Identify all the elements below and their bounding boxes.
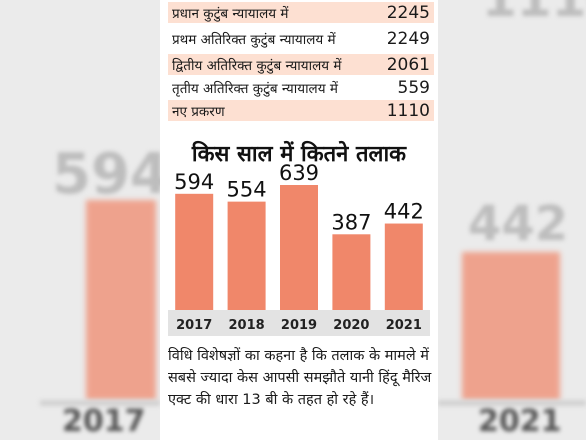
data-label-2021: 442 <box>384 200 424 224</box>
stat-label: प्रधान कुटुंब न्यायालय में <box>172 5 289 22</box>
background-bar-right <box>462 252 560 400</box>
background-left: 594 2017 <box>0 0 160 440</box>
x-tick-2021: 2021 <box>386 318 422 333</box>
background-year-right: 2021 <box>478 404 562 439</box>
stat-value: 2249 <box>386 28 430 49</box>
chart-title: किस साल में कितने तलाक <box>191 142 407 167</box>
background-number-right: 442 <box>468 196 569 252</box>
x-tick-2020: 2020 <box>333 318 369 333</box>
background-number-top-right: 1110 <box>482 0 586 28</box>
x-tick-2019: 2019 <box>281 318 317 333</box>
stat-label: प्रथम अतिरिक्त कुटुंब न्यायालय में <box>172 31 336 48</box>
stat-row: प्रधान कुटुंब न्यायालय में 2245 <box>168 2 434 23</box>
bar-2017 <box>175 193 214 310</box>
data-label-2020: 387 <box>331 210 371 234</box>
bar-2019 <box>280 185 318 310</box>
note-paragraph: विधि विशेषज्ञों का कहना है कि तलाक के मा… <box>168 348 432 408</box>
bar-chart: 594 2017 554 2018 639 2019 387 2020 442 2021 <box>168 161 430 336</box>
data-label-2018: 554 <box>227 178 267 202</box>
bar-2018 <box>227 201 266 310</box>
stat-label: तृतीय अतिरिक्त कुटुंब न्यायालय में <box>172 80 338 97</box>
background-year-left: 2017 <box>62 404 146 439</box>
stat-label: द्वितीय अतिरिक्त कुटुंब न्यायालय में <box>172 57 342 74</box>
bar-2021 <box>384 223 423 310</box>
background-right: 1110 442 2021 <box>438 0 586 440</box>
stat-label: नए प्रकरण <box>172 103 225 120</box>
stat-row: तृतीय अतिरिक्त कुटुंब न्यायालय में 559 <box>168 77 434 98</box>
x-axis-band <box>168 310 430 336</box>
stat-value: 2245 <box>386 2 430 23</box>
infographic-card: प्रधान कुटुंब न्यायालय में 2245 प्रथम अत… <box>160 0 438 440</box>
stat-row: नए प्रकरण 1110 <box>168 100 434 121</box>
stat-value: 1110 <box>386 100 430 121</box>
x-tick-2018: 2018 <box>229 318 265 333</box>
background-axis-left <box>40 400 160 406</box>
bar-2020 <box>332 234 371 310</box>
stat-row: प्रथम अतिरिक्त कुटुंब न्यायालय में 2249 <box>168 28 434 49</box>
data-label-2019: 639 <box>279 161 319 185</box>
background-number-left: 594 <box>52 142 160 207</box>
stat-value: 559 <box>397 77 430 98</box>
stat-row: द्वितीय अतिरिक्त कुटुंब न्यायालय में 206… <box>168 54 434 75</box>
background-bar-left <box>86 200 156 400</box>
background-axis-right <box>438 400 586 406</box>
data-label-2017: 594 <box>174 170 214 194</box>
stat-value: 2061 <box>386 54 430 75</box>
x-tick-2017: 2017 <box>176 318 212 333</box>
